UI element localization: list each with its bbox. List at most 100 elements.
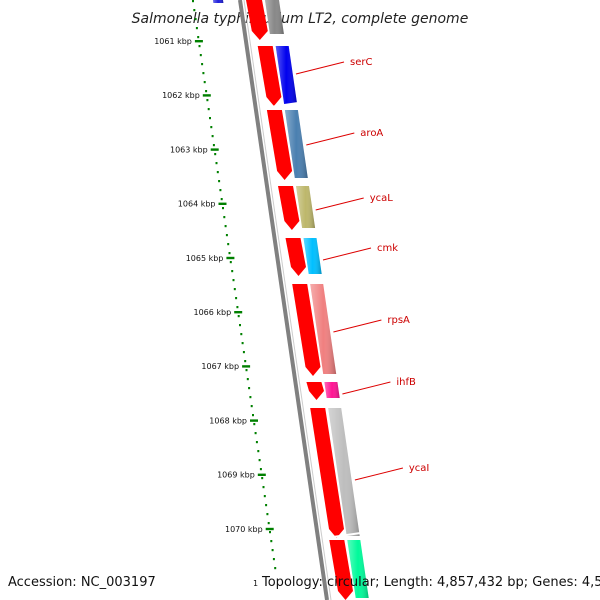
- ruler-minor-tick: [214, 153, 217, 156]
- ruler-minor-tick: [225, 234, 228, 237]
- segment-gap: [302, 373, 343, 381]
- ruler-minor-tick: [195, 27, 198, 30]
- forward-arrow-aroa: [266, 110, 293, 180]
- gene-label-cmk: cmk: [377, 243, 398, 254]
- ruler-minor-tick: [244, 360, 247, 363]
- gene-feature-ihfb-shade: [324, 382, 340, 398]
- kbp-label: 1066 kbp: [193, 308, 231, 317]
- gene-labels: serC aroA ycaL cmk rpsA ihfB ycaI: [295, 57, 430, 481]
- ruler-major-tick: [265, 527, 274, 531]
- ruler-minor-tick: [201, 63, 204, 66]
- ruler-minor-tick: [252, 414, 254, 417]
- ruler-major-tick: [210, 148, 219, 151]
- ruler-minor-tick: [210, 126, 213, 129]
- gene-label-aroa: aroA: [360, 128, 383, 139]
- ruler-minor-tick: [207, 108, 210, 111]
- gene-label-ihfb: ihfB: [396, 377, 416, 388]
- ruler-minor-tick: [236, 306, 239, 309]
- label-connector-ihfb: [342, 381, 391, 395]
- ruler-minor-tick: [216, 171, 219, 174]
- ruler-minor-tick: [258, 459, 261, 462]
- ruler-major-tick: [218, 202, 227, 205]
- backbone-line: [238, 0, 329, 600]
- label-connector-cmk: [322, 247, 372, 261]
- ruler-minor-tick: [246, 378, 249, 381]
- forward-arrow-unnamed-7: [329, 540, 353, 600]
- kbp-label: 1062 kbp: [162, 91, 200, 100]
- ruler-minor-tick: [231, 270, 234, 273]
- top-partial-blue-feature-shade: [213, 0, 224, 3]
- gene-label-serc: serC: [350, 57, 372, 68]
- ruler-minor-tick: [255, 441, 258, 444]
- ruler-minor-tick: [209, 117, 211, 120]
- ruler-minor-tick: [199, 54, 202, 57]
- ruler-minor-tick: [248, 387, 251, 390]
- ruler-minor-tick: [239, 324, 241, 327]
- kbp-label: 1063 kbp: [170, 145, 208, 154]
- ruler-minor-tick: [212, 144, 215, 147]
- ruler-minor-tick: [265, 504, 268, 507]
- forward-arrow-serc: [257, 46, 282, 106]
- ruler-minor-tick: [241, 342, 244, 345]
- ruler-minor-tick: [194, 18, 197, 21]
- segment-gap: [288, 275, 329, 283]
- forward-strand-features: [246, 0, 353, 600]
- segment-gap: [263, 101, 304, 109]
- ruler-major-tick: [234, 311, 243, 314]
- gene-label-ycai: ycaI: [409, 463, 430, 474]
- ruler-minor-tick: [198, 45, 201, 48]
- ruler-minor-tick: [224, 225, 227, 228]
- ruler-minor-tick: [245, 369, 248, 372]
- forward-arrow-ycal: [278, 186, 300, 230]
- ruler-minor-tick: [267, 522, 270, 525]
- ruler-minor-tick: [205, 90, 208, 93]
- forward-arrow-ycai: [310, 408, 344, 538]
- ruler-minor-tick: [197, 36, 200, 39]
- ruler-minor-tick: [206, 99, 209, 102]
- label-connector-rpsa: [333, 319, 382, 333]
- gene-feature-ycai-shade: [328, 408, 360, 536]
- ruler-minor-tick: [202, 72, 205, 75]
- ruler-minor-tick: [272, 558, 275, 561]
- label-connector-ycai: [354, 467, 404, 481]
- ruler-minor-tick: [211, 135, 214, 138]
- forward-arrow-cmk: [285, 238, 306, 276]
- reverse-strand-features: [213, 0, 369, 598]
- ruler-minor-tick: [242, 351, 245, 354]
- ruler-minor-tick: [193, 9, 196, 12]
- ruler-minor-tick: [220, 198, 223, 201]
- kbp-ruler: 1061 kbp 1062 kbp 1063 kbp 1064 kbp 1065 kbp…: [154, 0, 277, 570]
- ruler-minor-tick: [192, 0, 194, 3]
- ruler-minor-tick: [215, 162, 218, 165]
- ruler-minor-tick: [271, 549, 274, 552]
- ruler-minor-tick: [203, 81, 206, 84]
- forward-arrow-rpsa: [292, 284, 321, 376]
- segment-gap: [274, 177, 315, 185]
- segment-gap: [282, 229, 322, 237]
- map-title: Salmonella typhimurium LT2, complete gen…: [132, 11, 469, 27]
- gene-feature-rpsa-shade: [310, 284, 337, 374]
- ruler-minor-tick: [261, 477, 264, 480]
- ruler-minor-tick: [254, 432, 257, 435]
- ruler-major-tick: [226, 256, 235, 260]
- ruler-major-tick: [257, 473, 266, 476]
- ruler-minor-tick: [222, 207, 224, 210]
- gene-label-ycal: ycaL: [370, 193, 394, 204]
- ruler-major-tick: [242, 365, 251, 368]
- gene-feature-serc-shade: [275, 46, 298, 104]
- kbp-label: 1068 kbp: [209, 416, 247, 425]
- ruler-minor-tick: [233, 288, 236, 291]
- ruler-minor-tick: [250, 405, 253, 408]
- ruler-minor-tick: [227, 243, 230, 246]
- label-connector-ycal: [315, 197, 364, 211]
- gene-feature-unnamed-7-shade: [347, 540, 369, 598]
- ruler-minor-tick: [274, 567, 277, 570]
- forward-arrow-ihfb: [306, 382, 324, 400]
- ruler-minor-tick: [240, 333, 243, 336]
- ruler-minor-tick: [263, 495, 266, 498]
- ruler-minor-tick: [229, 261, 232, 264]
- ruler-minor-tick: [228, 252, 231, 255]
- genome-backbone: [238, 0, 332, 600]
- ruler-minor-tick: [257, 450, 260, 453]
